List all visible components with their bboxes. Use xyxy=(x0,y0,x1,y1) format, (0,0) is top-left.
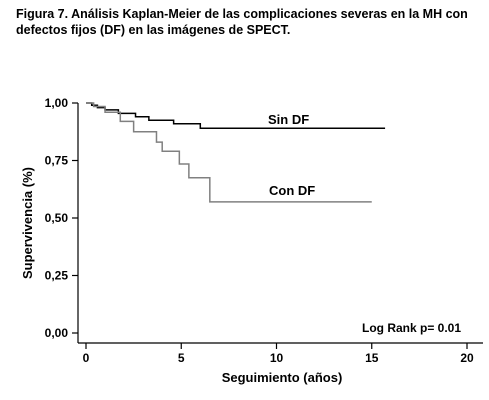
y-tick-label: 0,50 xyxy=(45,211,69,225)
figure-caption: Figura 7. Análisis Kaplan-Meier de las c… xyxy=(16,6,476,38)
x-tick-label: 10 xyxy=(270,351,284,365)
y-tick-label: 0,25 xyxy=(45,269,69,283)
series-label-con-df: Con DF xyxy=(269,183,315,198)
x-tick-label: 20 xyxy=(460,351,474,365)
y-axis-title: Supervivencia (%) xyxy=(20,167,35,279)
x-tick-label: 0 xyxy=(83,351,90,365)
series-label-sin-df: Sin DF xyxy=(268,112,309,127)
ticks-layer: 0,00 0,25 0,50 0,75 1,00 0 5 10 15 20 xyxy=(45,96,474,365)
y-tick-label: 1,00 xyxy=(45,96,69,110)
caption-line-1: Figura 7. Análisis Kaplan-Meier de las c… xyxy=(16,7,468,21)
series-layer xyxy=(86,102,386,203)
x-tick-label: 15 xyxy=(365,351,379,365)
caption-line-2: defectos fijos (DF) en las imágenes de S… xyxy=(16,23,291,37)
y-tick-label: 0,00 xyxy=(45,326,69,340)
log-rank-annotation: Log Rank p= 0.01 xyxy=(362,321,461,335)
series-line-con-df xyxy=(86,102,372,203)
y-tick-label: 0,75 xyxy=(45,154,69,168)
series-line-sin-df xyxy=(86,102,386,130)
x-tick-label: 5 xyxy=(178,351,185,365)
x-axis-title: Seguimiento (años) xyxy=(222,370,343,385)
